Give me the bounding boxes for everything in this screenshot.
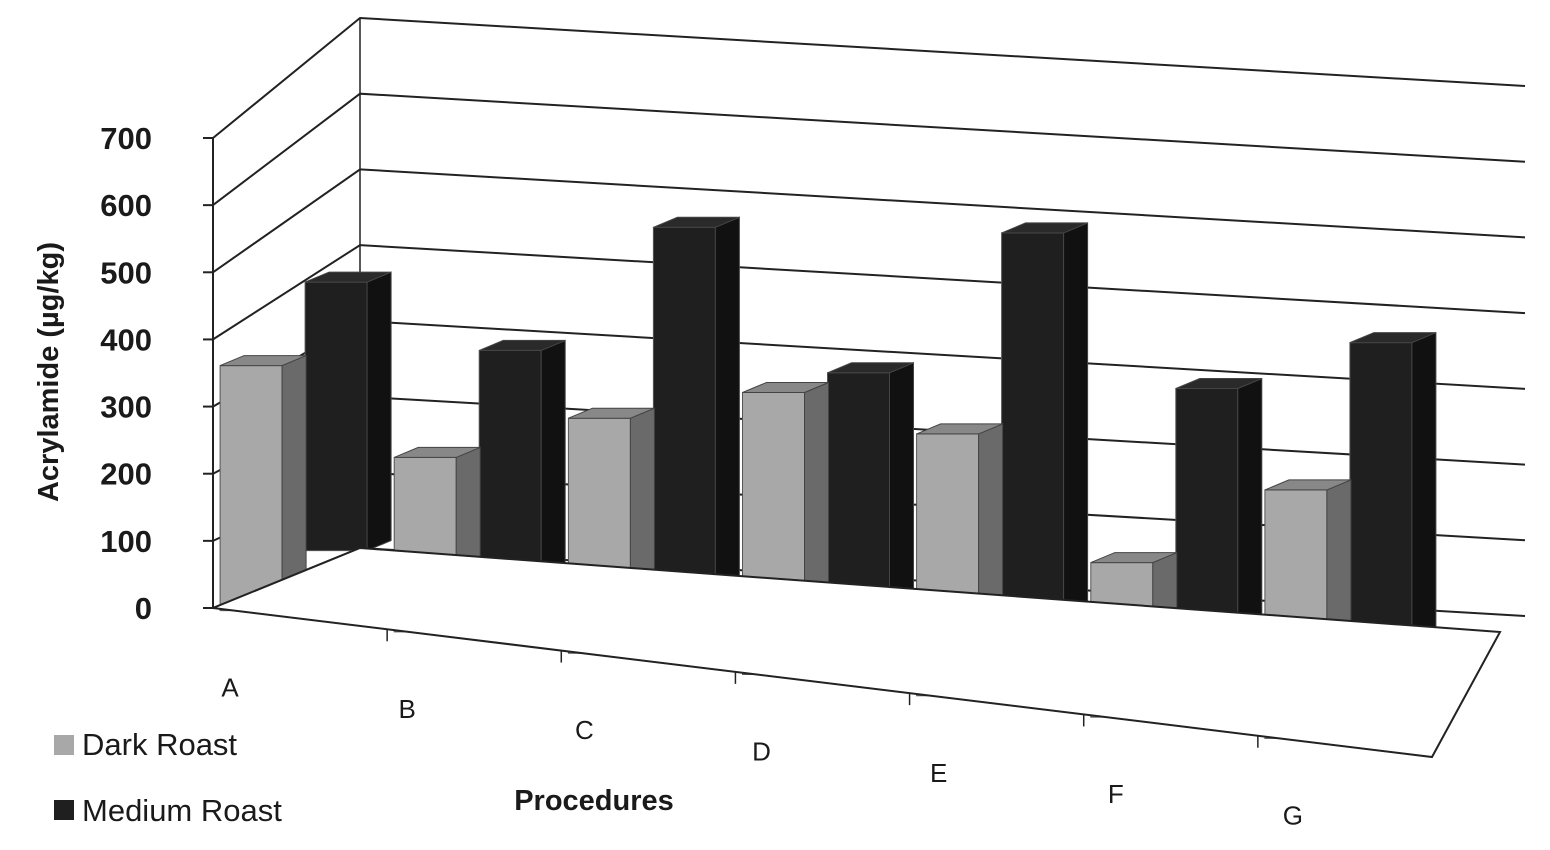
bar-dark-G-top — [1264, 479, 1352, 491]
gridline — [212, 16, 1526, 139]
bar-dark-B-top — [394, 446, 481, 458]
legend-label-medium-roast: Medium Roast — [82, 793, 282, 828]
legend-label-dark-roast: Dark Roast — [82, 727, 237, 762]
bar-medium-B — [478, 339, 566, 573]
y-tick-label: 700 — [100, 121, 152, 156]
bar-medium-F — [1175, 377, 1263, 658]
chart-floor — [209, 546, 1502, 759]
bar-medium-A-front — [304, 281, 368, 552]
bar-dark-C-top — [568, 407, 655, 419]
bar-medium-A — [304, 271, 392, 552]
legend-item-medium-roast: Medium Roast — [54, 793, 282, 828]
legend-swatch-medium-roast — [54, 800, 74, 820]
bar-medium-E-side — [1063, 222, 1089, 637]
bar-medium-D-front — [827, 372, 890, 615]
bar-medium-C — [652, 216, 740, 594]
bar-dark-A-top — [219, 355, 307, 367]
bar-dark-E-top — [916, 423, 1003, 435]
y-tick-label: 400 — [100, 322, 152, 357]
bar-dark-D-top — [742, 382, 829, 393]
bar-dark-A — [219, 354, 307, 612]
bar-dark-A-front — [219, 365, 283, 612]
bar-medium-G — [1349, 331, 1437, 680]
y-tick-label: 200 — [100, 457, 152, 492]
x-axis-title: Procedures — [514, 785, 674, 817]
legend-swatch-dark-roast — [54, 735, 74, 755]
gridline — [212, 244, 1526, 341]
y-axis-title: Acrylamide (µg/kg) — [33, 242, 65, 502]
gridline — [212, 168, 1526, 274]
y-tick-labels: 0 100 200 300 400 500 600 700 — [100, 121, 152, 626]
bar-medium-A-top — [304, 271, 392, 283]
bar-medium-D-top — [827, 362, 914, 374]
bar-medium-G-top — [1349, 332, 1437, 344]
x-category-label: A — [221, 673, 239, 703]
floor-plane — [209, 546, 1502, 759]
x-category-labels: A B C D E F G — [221, 673, 1303, 831]
y-tick-label: 300 — [100, 390, 152, 425]
bar-medium-C-side — [714, 216, 740, 594]
legend-item-dark-roast: Dark Roast — [54, 727, 237, 762]
bar-medium-D-side — [889, 362, 914, 616]
bar-medium-E-front — [1001, 232, 1065, 637]
bar-medium-B-front — [478, 349, 542, 573]
x-category-label: E — [930, 758, 947, 788]
bar-medium-E-top — [1001, 222, 1088, 234]
x-category-label: F — [1108, 779, 1124, 809]
legend: Dark Roast Medium Roast — [54, 727, 282, 828]
bar-medium-B-side — [540, 339, 566, 573]
bar-medium-D — [827, 362, 914, 616]
bar-medium-E — [1001, 222, 1089, 637]
y-tick-label: 0 — [135, 591, 152, 626]
x-category-label: D — [752, 737, 771, 767]
y-tick-label: 600 — [100, 188, 152, 223]
bar-medium-A-side — [366, 271, 392, 552]
bar-dark-F-top — [1090, 552, 1177, 564]
bar-medium-C-top — [653, 216, 740, 228]
x-category-label: G — [1283, 800, 1303, 830]
bar-medium-F-top — [1175, 378, 1262, 389]
gridline — [212, 92, 1526, 206]
y-tick-label: 100 — [100, 524, 152, 559]
x-category-label: C — [575, 715, 594, 745]
y-tick-label: 500 — [100, 255, 152, 290]
bar-medium-B-top — [479, 339, 566, 351]
x-category-label: B — [399, 694, 416, 724]
bar-medium-C-front — [652, 226, 716, 594]
